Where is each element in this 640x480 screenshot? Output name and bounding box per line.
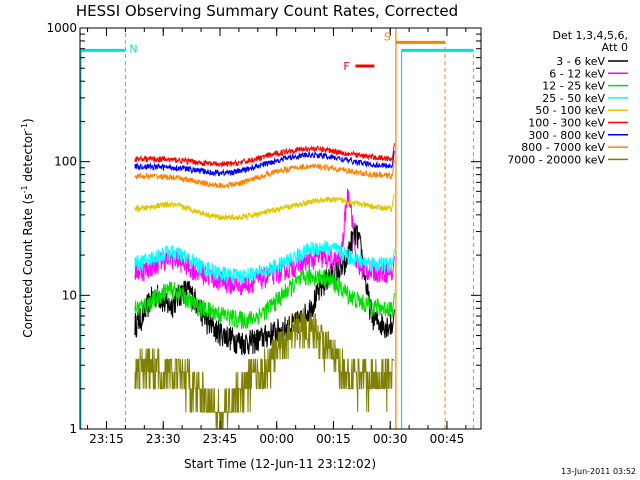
x-tick-label-6: 00:45	[430, 432, 465, 446]
series-line-2	[134, 268, 395, 330]
plot-frame	[79, 27, 482, 430]
legend-label-5: 100 - 300 keV	[528, 117, 605, 130]
x-axis-label: Start Time (12-Jun-11 23:12:02)	[184, 457, 376, 471]
x-tick-label-3: 00:00	[259, 432, 294, 446]
y-tick-label-1: 10	[62, 288, 77, 302]
legend-label-0: 3 - 6 keV	[556, 55, 605, 68]
night-label: N	[129, 42, 137, 55]
x-tick-label-2: 23:45	[203, 432, 238, 446]
x-tick-label-1: 23:30	[146, 432, 181, 446]
y-axis-label: Corrected Count Rate (s-1 detector-1)	[20, 118, 35, 337]
series-line-3	[134, 240, 395, 285]
y-tick-label-3: 1000	[46, 21, 77, 35]
timestamp: 13-Jun-2011 03:52	[561, 467, 636, 476]
legend-header-1: Det 1,3,4,5,6,	[552, 29, 628, 42]
orbit-markers: N S F	[80, 28, 474, 429]
legend-label-7: 800 - 7000 keV	[521, 141, 605, 154]
flare-label: F	[343, 60, 349, 73]
x-tick-label-5: 00:30	[373, 432, 408, 446]
y-tick-label-0: 1	[69, 422, 77, 436]
series-line-7	[134, 160, 395, 189]
saa-label: S	[384, 30, 391, 43]
series-line-8	[134, 308, 395, 429]
legend-label-1: 6 - 12 keV	[549, 67, 605, 80]
y-tick-label-2: 100	[54, 155, 77, 169]
legend-label-4: 50 - 100 keV	[535, 104, 605, 117]
legend-label-3: 25 - 50 keV	[542, 92, 605, 105]
axes: 23:15 23:30 23:45 00:00 00:15 00:30 00:45 1 10 10…	[46, 21, 481, 446]
legend-label-2: 12 - 25 keV	[542, 80, 605, 93]
series-line-5	[134, 143, 395, 168]
plot-data	[134, 143, 395, 429]
legend-label-8: 7000 - 20000 keV	[507, 153, 605, 166]
x-tick-label-0: 23:15	[89, 432, 124, 446]
legend-header-2: Att 0	[602, 41, 628, 54]
legend-label-6: 300 - 800 keV	[528, 129, 605, 142]
x-tick-label-4: 00:15	[316, 432, 351, 446]
series-line-6	[134, 150, 395, 177]
series-line-4	[134, 193, 395, 221]
chart-title: HESSI Observing Summary Count Rates, Cor…	[76, 2, 458, 20]
